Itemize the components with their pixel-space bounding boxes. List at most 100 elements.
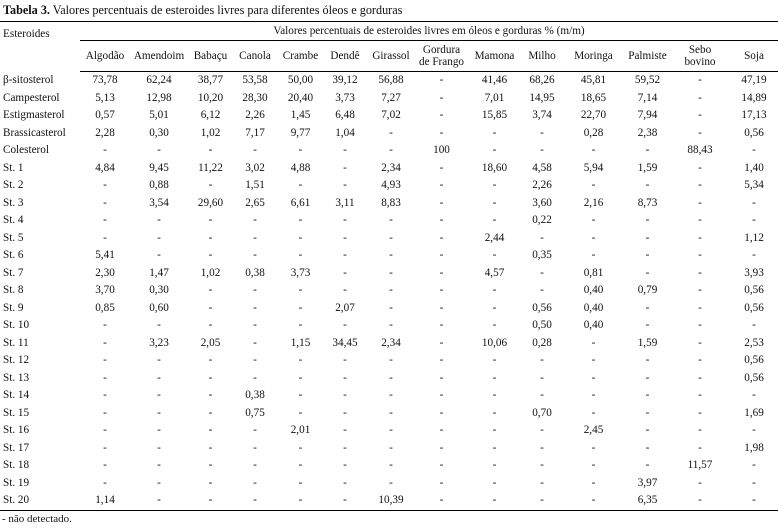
table-cell: 2,38 xyxy=(637,126,658,139)
table-cell: - xyxy=(298,406,303,419)
column-header-line: Soja xyxy=(744,50,764,62)
column-header: Mamona xyxy=(467,40,522,72)
table-cell: 5,01 xyxy=(149,109,169,121)
table-cell: 4,84 xyxy=(95,161,115,174)
row-name: St. 1 xyxy=(3,161,24,174)
table-row: St. 20 1,14 - - - - - 10,39 - - - - 6,35 - - xyxy=(0,492,778,510)
table-cell: 3,23 xyxy=(149,336,169,349)
table-cell: - xyxy=(540,459,544,471)
table-cell: 28,30 xyxy=(242,91,268,104)
table-cell: - xyxy=(591,214,596,226)
table-cell: - xyxy=(389,389,393,401)
table-cell: 1,14 xyxy=(95,494,115,506)
table-cell: 8,73 xyxy=(637,196,658,209)
table-cell: - xyxy=(645,214,650,226)
table-row: Campesterol 5,13 12,98 10,20 28,30 20,40 3,73 7… xyxy=(0,90,778,108)
table-cell: 5,94 xyxy=(583,161,604,174)
table-cell: 2,45 xyxy=(583,424,604,436)
table-cell: - xyxy=(752,319,756,331)
table-cell: - xyxy=(389,249,393,261)
table-row: St. 14 - - - 0,38 - - - - - - - - - - xyxy=(0,387,778,405)
table-row: St. 17 - - - - - - - - - - - - - 1,98 xyxy=(0,440,778,458)
table-cell: 0,56 xyxy=(532,301,552,314)
table-cell: - xyxy=(698,476,702,489)
table-caption-label: Tabela 3. xyxy=(3,3,50,17)
row-name: St. 2 xyxy=(3,179,24,191)
table-cell: 7,27 xyxy=(381,91,401,104)
table-row: St. 19 - - - - - - - - - - - 3,97 - - xyxy=(0,475,778,493)
table-cell: - xyxy=(157,494,161,506)
table-cell: - xyxy=(157,371,161,384)
table-cell: - xyxy=(752,494,756,506)
table-cell: - xyxy=(645,266,650,279)
table-cell: - xyxy=(439,284,444,296)
table-cell: - xyxy=(157,231,161,244)
table-cell: - xyxy=(645,371,650,384)
table-cell: - xyxy=(591,249,596,261)
table-cell: 11,57 xyxy=(687,459,713,471)
table-cell: 9,45 xyxy=(149,161,169,174)
table-cell: - xyxy=(208,231,213,244)
table-cell: - xyxy=(253,494,257,506)
table-cell: 2,53 xyxy=(744,336,764,349)
row-name: St. 16 xyxy=(3,424,30,436)
table-cell: 1,02 xyxy=(200,126,221,139)
table-cell: - xyxy=(343,354,347,366)
table-cell: 7,17 xyxy=(245,126,265,139)
table-cell: - xyxy=(540,354,544,366)
table-cell: 2,16 xyxy=(583,196,604,209)
row-name: St. 17 xyxy=(3,441,30,454)
row-name: St. 19 xyxy=(3,476,30,489)
column-header: Girassol xyxy=(366,40,416,72)
column-header: Algodão xyxy=(80,40,130,72)
table-cell: 0,35 xyxy=(532,249,552,261)
table-cell: - xyxy=(645,424,650,436)
table-cell: - xyxy=(298,354,303,366)
table-cell: - xyxy=(492,179,497,191)
table-cell: - xyxy=(208,476,213,489)
column-header-line: Amendoim xyxy=(133,50,185,62)
table-cell: - xyxy=(492,389,497,401)
row-name: Estigmasterol xyxy=(3,109,65,121)
table-cell: - xyxy=(439,196,444,209)
table-cell: - xyxy=(591,231,596,244)
table-cell: - xyxy=(439,214,444,226)
table-cell: - xyxy=(389,144,393,156)
table-cell: - xyxy=(208,371,213,384)
table-cell: - xyxy=(298,179,303,191)
table-cell: 2,26 xyxy=(245,109,265,121)
table-cell: - xyxy=(591,179,596,191)
table-cell: - xyxy=(298,371,303,384)
table-cell: - xyxy=(698,126,702,139)
table-row: St. 3 - 3,54 29,60 2,65 6,61 3,11 8,83 - - 3,60 2,1… xyxy=(0,195,778,213)
table-cell: 39,12 xyxy=(332,74,358,86)
table-cell: - xyxy=(752,476,756,489)
table-cell: 0,28 xyxy=(532,336,552,349)
table-cell: 3,97 xyxy=(637,476,658,489)
table-cell: - xyxy=(103,144,107,156)
table-cell: 41,46 xyxy=(481,74,508,86)
column-header: Dendê xyxy=(324,40,366,72)
table-cell: - xyxy=(698,74,702,86)
table-cell: - xyxy=(492,459,497,471)
column-header-line: Crambe xyxy=(282,50,319,62)
table-cell: 4,57 xyxy=(484,266,505,279)
table-cell: - xyxy=(698,91,702,104)
table-cell: - xyxy=(752,459,756,471)
table-cell: 6,61 xyxy=(290,196,311,209)
table-cell: - xyxy=(103,336,107,349)
table-cell: - xyxy=(208,424,213,436)
table-cell: - xyxy=(208,354,213,366)
table-cell: - xyxy=(298,459,303,471)
table-cell: - xyxy=(253,249,257,261)
table-cell: - xyxy=(698,371,702,384)
table-cell: 29,60 xyxy=(197,196,224,209)
table-cell: 59,52 xyxy=(634,74,661,86)
table-cell: 0,38 xyxy=(245,389,265,401)
table-cell: - xyxy=(157,441,161,454)
table-cell: - xyxy=(103,319,107,331)
table-cell: 62,24 xyxy=(146,74,172,86)
table-cell: 0,22 xyxy=(532,214,552,226)
footnote: - não detectado. xyxy=(2,513,72,525)
